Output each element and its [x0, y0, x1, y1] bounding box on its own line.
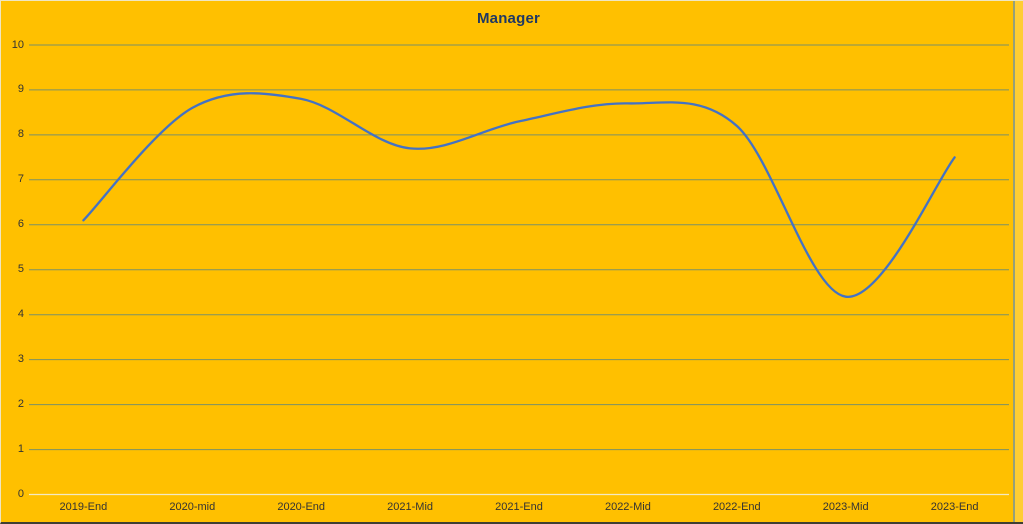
x-axis-tick-label: 2023-End: [930, 501, 979, 513]
x-axis-tick-label: 2021-End: [495, 501, 543, 513]
x-axis-tick-label: 2022-Mid: [604, 501, 651, 513]
x-axis-tick-label: 2022-End: [712, 501, 761, 513]
y-axis-tick-label: 1: [17, 443, 24, 456]
y-axis-tick-label: 3: [17, 353, 24, 366]
chart-margin-strip: [1015, 1, 1023, 522]
y-axis-tick-label: 6: [17, 218, 24, 231]
x-axis-tick-label: 2019-End: [59, 501, 108, 513]
series-line: [82, 92, 956, 298]
x-axis-tick-label: 2020-mid: [169, 501, 216, 513]
y-axis-tick-label: 8: [17, 128, 24, 141]
chart-right-border: [1013, 1, 1015, 522]
y-axis-tick-label: 2: [17, 398, 24, 411]
y-axis-tick-label: 0: [17, 488, 24, 500]
chart-title: Manager: [476, 10, 541, 27]
x-axis-tick-label: 2021-Mid: [387, 501, 434, 513]
y-axis-tick-label: 10: [11, 38, 24, 51]
y-axis-tick-label: 7: [17, 173, 24, 186]
y-axis-tick-label: 9: [17, 83, 24, 96]
x-axis-tick-label: 2023-Mid: [822, 501, 869, 513]
x-axis-tick-label: 2020-End: [277, 501, 326, 513]
y-axis-tick-label: 5: [17, 263, 24, 276]
y-axis-tick-label: 4: [17, 308, 24, 321]
